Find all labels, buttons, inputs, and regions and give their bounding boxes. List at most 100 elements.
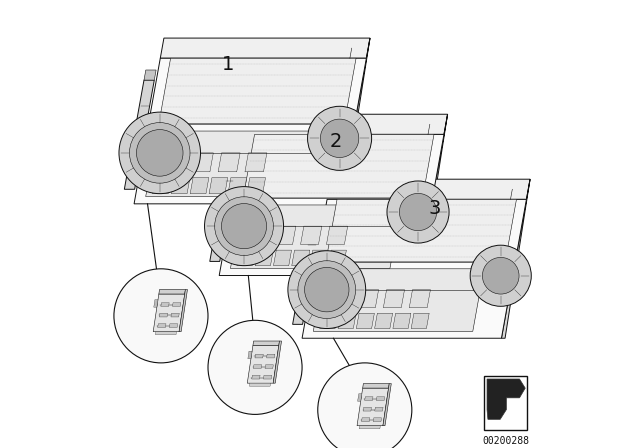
Circle shape bbox=[483, 258, 519, 294]
Polygon shape bbox=[273, 250, 292, 266]
Polygon shape bbox=[292, 220, 321, 324]
Polygon shape bbox=[161, 303, 169, 306]
Polygon shape bbox=[376, 397, 385, 401]
Polygon shape bbox=[245, 153, 267, 172]
Circle shape bbox=[205, 187, 284, 266]
Circle shape bbox=[221, 203, 267, 249]
Circle shape bbox=[470, 245, 531, 306]
Polygon shape bbox=[328, 250, 346, 266]
Polygon shape bbox=[312, 210, 323, 220]
Polygon shape bbox=[265, 365, 273, 369]
Polygon shape bbox=[267, 354, 275, 358]
Polygon shape bbox=[218, 153, 240, 172]
Polygon shape bbox=[320, 313, 338, 328]
Polygon shape bbox=[244, 114, 447, 134]
Polygon shape bbox=[159, 313, 168, 317]
Text: 00200288: 00200288 bbox=[482, 436, 529, 446]
Circle shape bbox=[308, 106, 372, 170]
Circle shape bbox=[136, 129, 183, 176]
Polygon shape bbox=[327, 179, 530, 199]
Polygon shape bbox=[373, 418, 381, 422]
Circle shape bbox=[317, 363, 412, 448]
Polygon shape bbox=[314, 269, 484, 332]
Polygon shape bbox=[228, 178, 246, 194]
Polygon shape bbox=[362, 418, 370, 422]
Text: 3: 3 bbox=[428, 199, 440, 218]
Polygon shape bbox=[393, 313, 411, 328]
Polygon shape bbox=[292, 250, 310, 266]
Polygon shape bbox=[419, 114, 447, 276]
Polygon shape bbox=[264, 375, 272, 379]
Circle shape bbox=[288, 251, 365, 328]
Polygon shape bbox=[359, 426, 380, 429]
Polygon shape bbox=[250, 383, 271, 386]
Polygon shape bbox=[247, 178, 266, 194]
Polygon shape bbox=[363, 407, 371, 411]
Polygon shape bbox=[173, 303, 181, 306]
Polygon shape bbox=[152, 178, 171, 194]
Circle shape bbox=[214, 197, 273, 255]
Polygon shape bbox=[156, 332, 177, 335]
Polygon shape bbox=[273, 341, 282, 383]
Polygon shape bbox=[164, 153, 186, 172]
Polygon shape bbox=[411, 313, 429, 328]
Polygon shape bbox=[383, 383, 391, 426]
Polygon shape bbox=[357, 388, 388, 426]
Polygon shape bbox=[230, 205, 401, 268]
Circle shape bbox=[298, 261, 356, 319]
Polygon shape bbox=[294, 284, 300, 298]
Polygon shape bbox=[229, 146, 241, 155]
Circle shape bbox=[305, 267, 349, 312]
Polygon shape bbox=[301, 226, 322, 245]
Polygon shape bbox=[172, 178, 190, 194]
Polygon shape bbox=[340, 38, 370, 204]
Polygon shape bbox=[326, 226, 348, 245]
Circle shape bbox=[208, 320, 302, 414]
Circle shape bbox=[399, 194, 436, 231]
Polygon shape bbox=[179, 289, 188, 332]
Circle shape bbox=[321, 119, 359, 158]
Polygon shape bbox=[249, 226, 270, 245]
Polygon shape bbox=[209, 178, 228, 194]
Polygon shape bbox=[357, 289, 379, 308]
Polygon shape bbox=[210, 155, 239, 262]
Polygon shape bbox=[153, 294, 185, 332]
Polygon shape bbox=[487, 379, 525, 419]
Polygon shape bbox=[154, 300, 158, 307]
Polygon shape bbox=[338, 313, 356, 328]
Polygon shape bbox=[326, 199, 516, 262]
Text: 1: 1 bbox=[222, 56, 234, 74]
Polygon shape bbox=[275, 226, 296, 245]
Polygon shape bbox=[247, 345, 279, 383]
Polygon shape bbox=[358, 394, 362, 401]
Polygon shape bbox=[255, 250, 273, 266]
Polygon shape bbox=[302, 199, 527, 338]
Polygon shape bbox=[248, 351, 252, 359]
Polygon shape bbox=[160, 38, 370, 58]
Polygon shape bbox=[252, 375, 260, 379]
Polygon shape bbox=[375, 407, 383, 411]
Polygon shape bbox=[383, 289, 404, 308]
Circle shape bbox=[114, 269, 208, 363]
Polygon shape bbox=[363, 383, 389, 388]
Polygon shape bbox=[253, 365, 262, 369]
Polygon shape bbox=[212, 221, 217, 235]
Polygon shape bbox=[365, 397, 373, 401]
Polygon shape bbox=[134, 58, 366, 204]
Polygon shape bbox=[126, 147, 132, 162]
Polygon shape bbox=[332, 289, 353, 308]
FancyBboxPatch shape bbox=[484, 376, 527, 430]
Polygon shape bbox=[255, 354, 263, 358]
Text: 2: 2 bbox=[330, 132, 342, 151]
Polygon shape bbox=[374, 313, 392, 328]
Polygon shape bbox=[146, 131, 323, 197]
Polygon shape bbox=[159, 289, 186, 294]
Polygon shape bbox=[502, 179, 530, 338]
Polygon shape bbox=[190, 178, 209, 194]
Polygon shape bbox=[157, 324, 166, 327]
Polygon shape bbox=[170, 324, 178, 327]
Polygon shape bbox=[124, 80, 154, 189]
Polygon shape bbox=[253, 341, 280, 345]
Circle shape bbox=[129, 123, 190, 183]
Polygon shape bbox=[191, 153, 213, 172]
